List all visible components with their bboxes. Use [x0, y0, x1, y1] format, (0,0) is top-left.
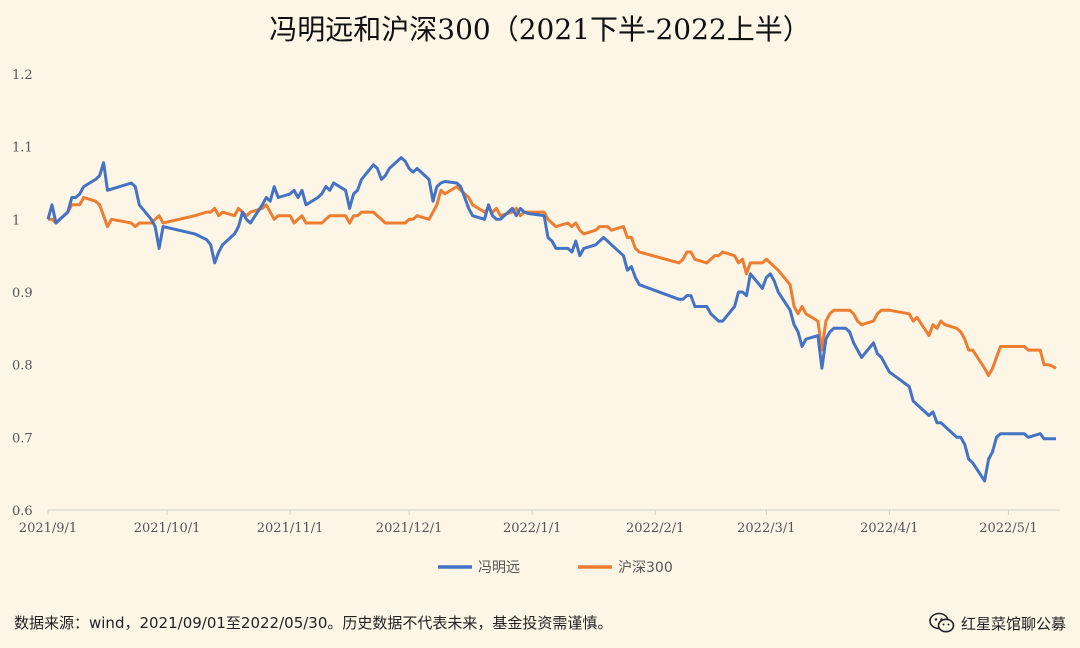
chart-title: 冯明远和沪深300（2021下半-2022上半） [269, 13, 811, 46]
y-tick-label: 1.2 [12, 68, 33, 83]
footer-source-note: 数据来源：wind，2021/09/01至2022/05/30。历史数据不代表未… [14, 614, 613, 632]
series-line-沪深300 [48, 185, 1057, 378]
y-axis: 0.6 0.7 0.8 0.9 1 1.1 1.2 [12, 68, 33, 519]
y-tick-label: 0.9 [12, 286, 33, 301]
brand-label: 红星菜馆聊公募 [929, 612, 1066, 634]
plot-area [46, 156, 1057, 483]
y-tick-label: 0.7 [12, 431, 33, 446]
x-tick-label: 2021/11/1 [257, 521, 324, 536]
legend-label: 冯明远 [478, 560, 520, 576]
wechat-icon [929, 612, 955, 633]
x-tick-label: 2022/4/1 [860, 521, 918, 536]
y-tick-label: 1.1 [12, 141, 33, 156]
y-tick-label: 1 [12, 213, 20, 228]
legend: 冯明远 沪深300 [438, 560, 673, 576]
x-axis: 2021/9/1 2021/10/1 2021/11/1 2021/12/1 2022/… [19, 509, 1060, 536]
x-tick-label: 2021/9/1 [19, 521, 77, 536]
line-chart: 0.60.70.80.911.11.2 2021/9/1 2021/10/1 202… [12, 68, 1060, 576]
x-tick-label: 2022/3/1 [737, 521, 795, 536]
legend-label: 沪深300 [618, 560, 673, 576]
y-tick-label: 0.8 [12, 359, 33, 374]
series-line-冯明远 [46, 156, 1056, 483]
x-tick-label: 2022/5/1 [979, 521, 1037, 536]
x-tick-label: 2021/10/1 [134, 521, 201, 536]
y-tick-label: 0.6 [12, 504, 33, 519]
x-tick-label: 2021/12/1 [376, 521, 443, 536]
brand-name: 红星菜馆聊公募 [960, 614, 1066, 633]
x-tick-label: 2022/1/1 [503, 521, 561, 536]
x-tick-label: 2022/2/1 [626, 521, 684, 536]
